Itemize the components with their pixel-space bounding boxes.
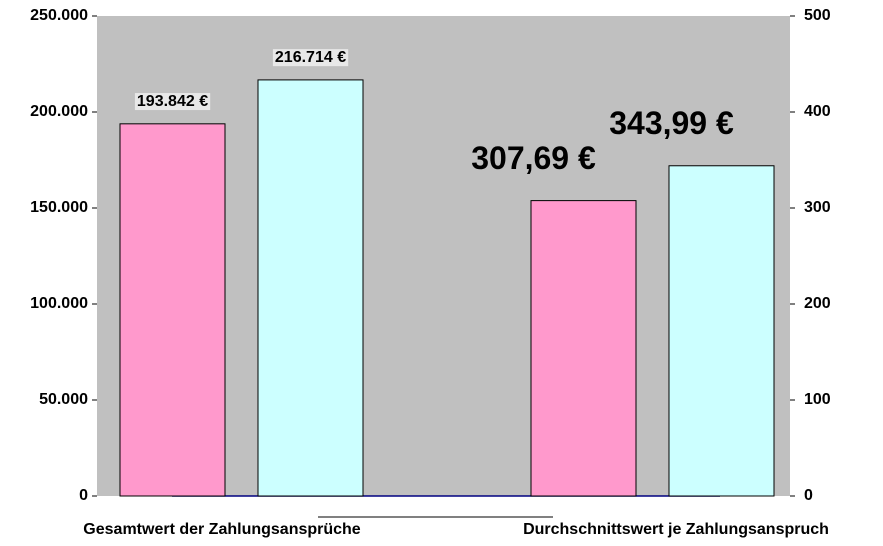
value-label: 216.714 €	[275, 49, 346, 66]
y-tick-label: 150.000	[30, 199, 88, 216]
y2-tick-label: 400	[804, 103, 831, 120]
y-tick-label: 0	[79, 487, 88, 504]
y-tick-label: 200.000	[30, 103, 88, 120]
y2-tick-label: 200	[804, 295, 831, 312]
value-label: 307,69 €	[471, 140, 596, 176]
x-tick-label: Gesamtwert der Zahlungsansprüche	[83, 521, 361, 538]
value-label: 193.842 €	[137, 93, 208, 110]
y-tick-label: 100.000	[30, 295, 88, 312]
y2-tick-label: 0	[804, 487, 813, 504]
value-label: 343,99 €	[609, 105, 734, 141]
y2-tick-label: 100	[804, 391, 831, 408]
x-tick-label: Durchschnittswert je Zahlungsanspruch	[523, 521, 829, 538]
bar	[668, 165, 775, 497]
value-label-bg	[134, 93, 211, 111]
bar	[257, 79, 364, 497]
bar	[530, 200, 637, 497]
bar	[119, 123, 226, 497]
y2-tick-label: 300	[804, 199, 831, 216]
y-tick-label: 50.000	[39, 391, 88, 408]
value-label-bg	[272, 49, 349, 67]
y2-tick-label: 500	[804, 7, 831, 24]
y-tick-label: 250.000	[30, 7, 88, 24]
